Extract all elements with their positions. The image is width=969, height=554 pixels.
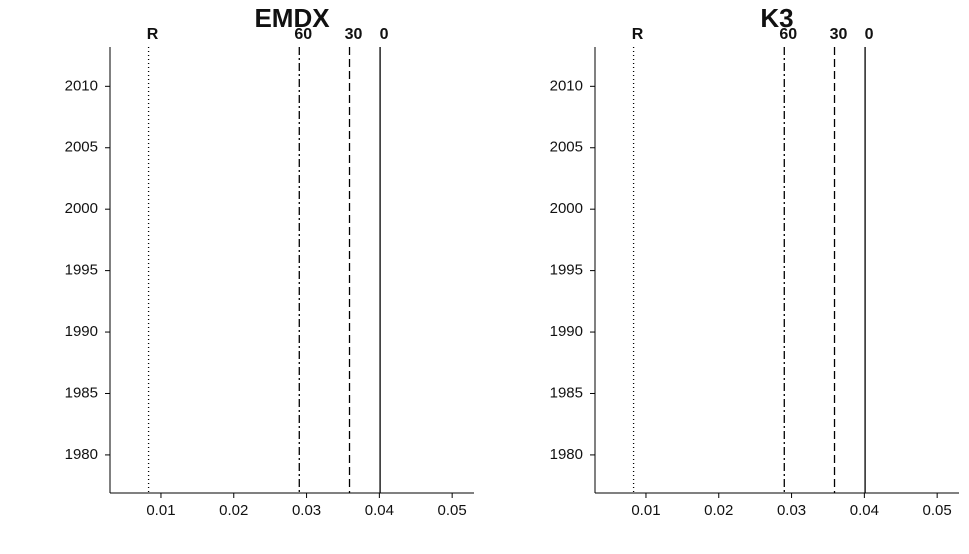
chart-title: EMDX [254, 3, 330, 33]
reference-label: 60 [779, 26, 797, 43]
reference-label: 30 [345, 26, 363, 43]
y-tick-label: 2000 [65, 200, 98, 217]
x-tick-label: 0.05 [438, 502, 467, 519]
y-tick-label: 2005 [550, 139, 583, 156]
y-tick-label: 1995 [65, 262, 98, 279]
x-tick-label: 0.01 [631, 502, 660, 519]
x-tick-label: 0.04 [365, 502, 394, 519]
y-tick-label: 1980 [65, 446, 98, 463]
y-tick-label: 1985 [65, 384, 98, 401]
y-tick-label: 2005 [65, 139, 98, 156]
y-tick-label: 2010 [550, 77, 583, 94]
x-tick-label: 0.02 [219, 502, 248, 519]
reference-label: R [147, 26, 159, 43]
y-tick-label: 1980 [550, 446, 583, 463]
x-tick-label: 0.05 [923, 502, 952, 519]
y-tick-label: 1985 [550, 384, 583, 401]
y-tick-label: 2010 [65, 77, 98, 94]
y-tick-label: 1990 [550, 323, 583, 340]
x-tick-label: 0.04 [850, 502, 879, 519]
x-tick-label: 0.03 [777, 502, 806, 519]
y-tick-label: 1990 [65, 323, 98, 340]
reference-label: 0 [380, 26, 389, 43]
y-tick-label: 2000 [550, 200, 583, 217]
x-tick-label: 0.01 [146, 502, 175, 519]
reference-label: 0 [865, 26, 874, 43]
chart-title: K3 [760, 3, 793, 33]
x-tick-label: 0.02 [704, 502, 733, 519]
x-tick-label: 0.03 [292, 502, 321, 519]
reference-label: 60 [294, 26, 312, 43]
reference-label: R [632, 26, 644, 43]
y-tick-label: 1995 [550, 262, 583, 279]
reference-label: 30 [830, 26, 848, 43]
